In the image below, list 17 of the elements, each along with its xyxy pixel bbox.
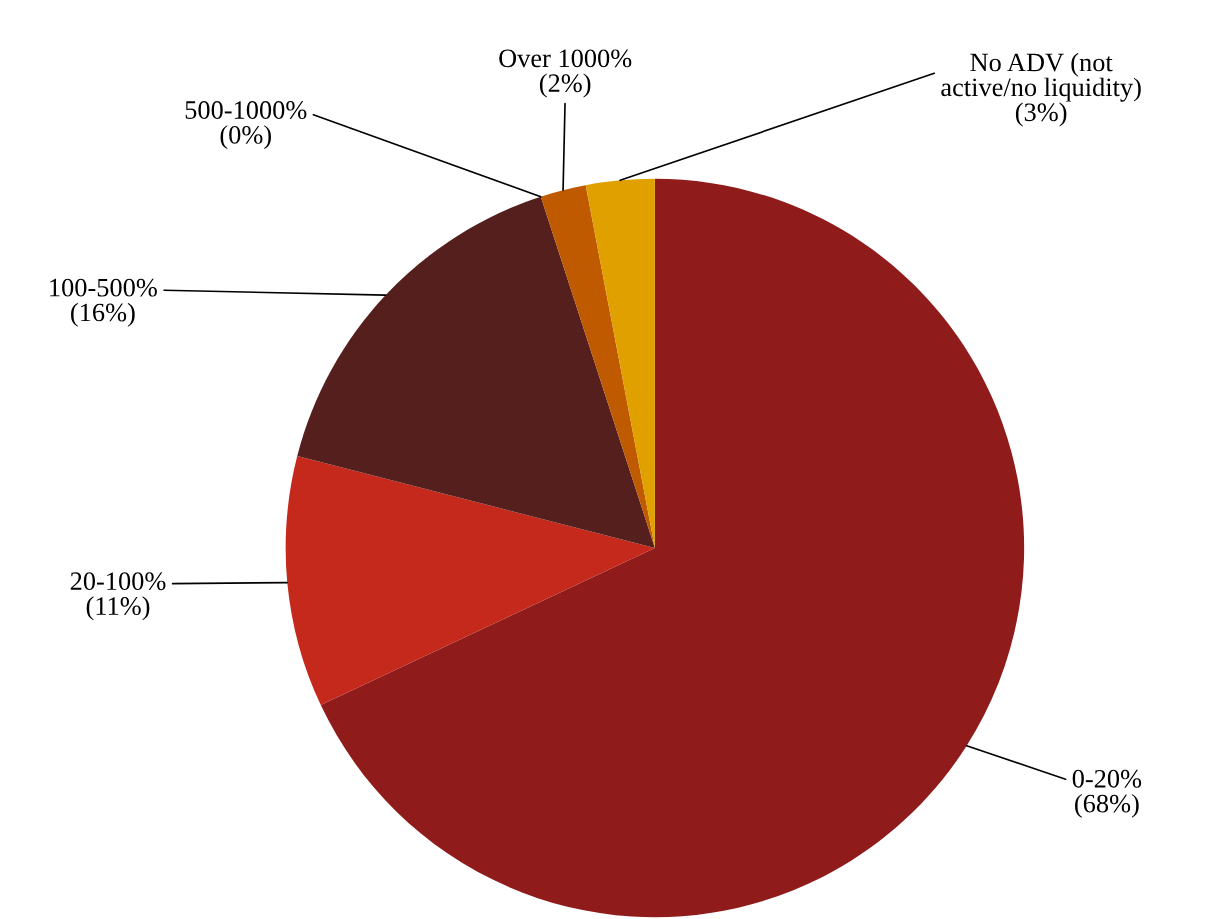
pie-slice xyxy=(297,196,655,548)
pie-slice xyxy=(540,185,655,548)
slice-label: 20-100% xyxy=(70,572,166,591)
slice-label: No ADV (not active/no liquidity) xyxy=(941,52,1141,102)
data-label: (3%) xyxy=(1015,102,1067,127)
slice-label: 100-500% xyxy=(50,278,157,297)
slice-label: 0-20% xyxy=(1072,769,1142,788)
category-label: 500-1000% xyxy=(185,101,307,119)
pie-slice xyxy=(585,178,655,548)
data-label: (16%) xyxy=(71,302,135,327)
text: (0%) xyxy=(220,125,271,150)
pie-slice xyxy=(320,178,1025,918)
data-label: (2%) xyxy=(539,73,591,98)
data-label: (11%) xyxy=(86,596,150,621)
data-label: (68%) xyxy=(1075,793,1139,818)
pie-slice xyxy=(285,456,655,706)
slice-label: Over 1000% xyxy=(499,49,632,68)
